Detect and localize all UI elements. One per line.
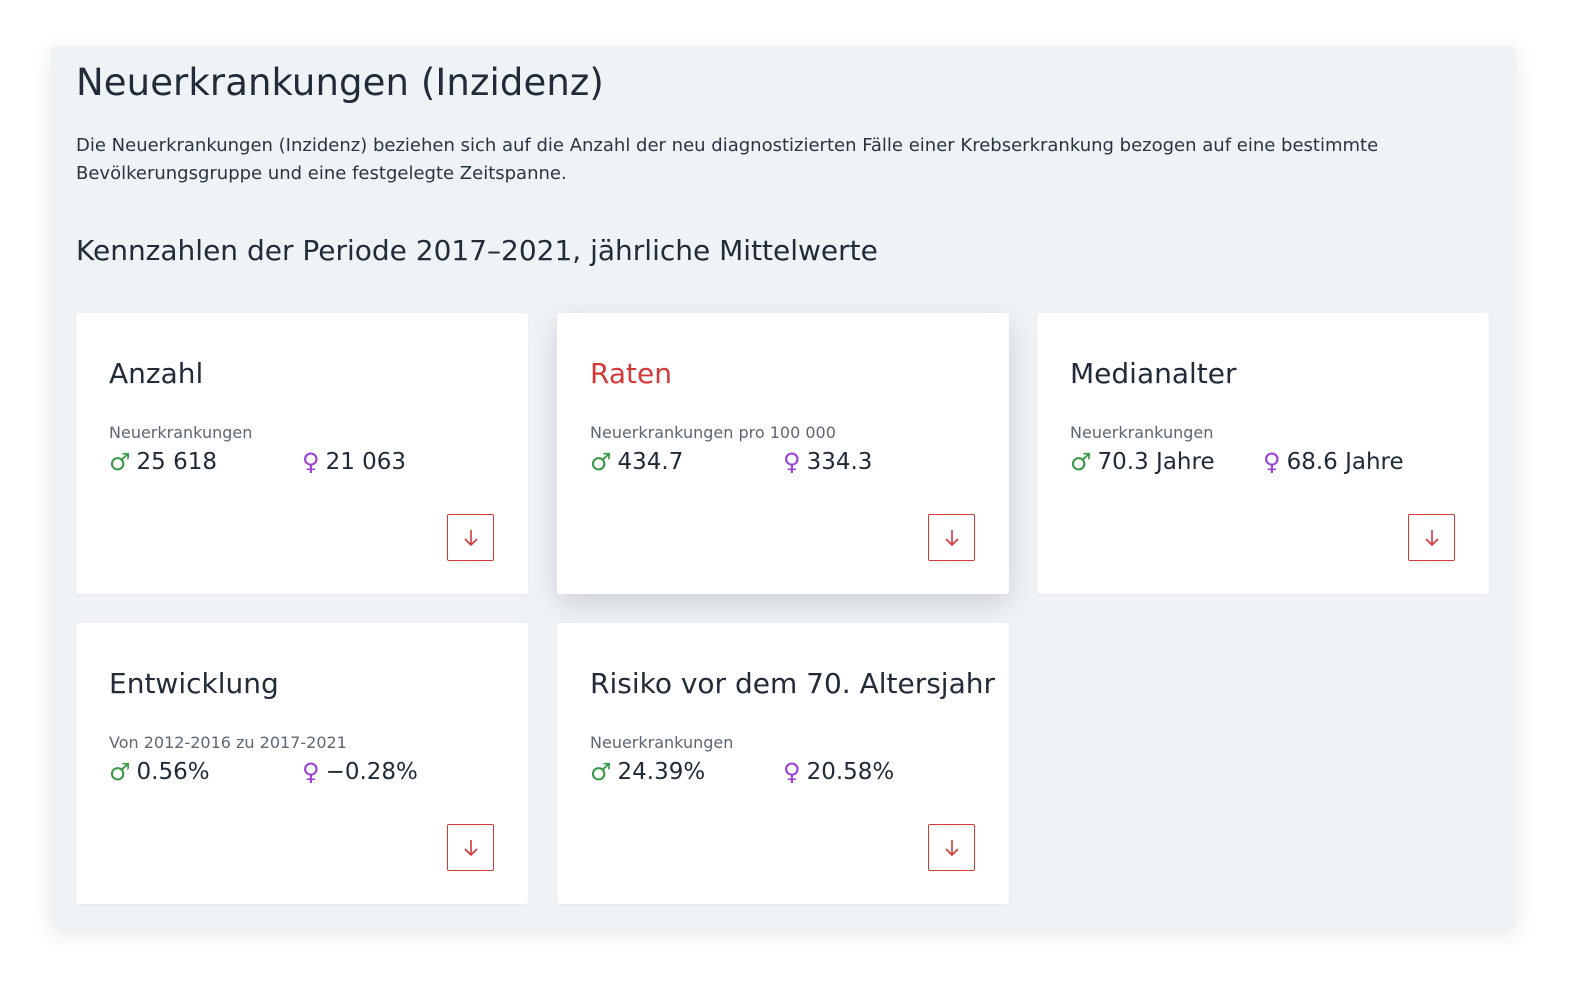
- download-button[interactable]: [447, 514, 494, 561]
- arrow-down-icon: [944, 839, 959, 856]
- female-value: −0.28%: [325, 759, 418, 785]
- card-title: Raten: [590, 357, 672, 390]
- download-button[interactable]: [928, 514, 975, 561]
- arrow-down-icon: [463, 529, 478, 546]
- arrow-down-icon: [1424, 529, 1439, 546]
- period-title: Kennzahlen der Periode 2017–2021, jährli…: [76, 234, 878, 267]
- male-icon: ♂: [1070, 448, 1092, 476]
- card-entwicklung[interactable]: Entwicklung Von 2012-2016 zu 2017-2021 ♂…: [76, 623, 528, 904]
- female-stat: ♀ 68.6 Jahre: [1263, 449, 1404, 475]
- card-title: Risiko vor dem 70. Altersjahr: [590, 667, 996, 700]
- male-value: 0.56%: [136, 759, 210, 785]
- male-stat: ♂ 0.56%: [109, 759, 210, 785]
- card-subtitle: Neuerkrankungen: [1070, 423, 1214, 442]
- arrow-down-icon: [944, 529, 959, 546]
- male-icon: ♂: [109, 448, 131, 476]
- female-icon: ♀: [783, 758, 801, 786]
- card-anzahl[interactable]: Anzahl Neuerkrankungen ♂ 25 618 ♀ 21 063: [76, 313, 528, 594]
- arrow-down-icon: [463, 839, 478, 856]
- download-button[interactable]: [928, 824, 975, 871]
- female-value: 68.6 Jahre: [1286, 449, 1404, 475]
- card-title: Anzahl: [109, 357, 204, 390]
- male-stat: ♂ 25 618: [109, 449, 217, 475]
- card-subtitle: Neuerkrankungen pro 100 000: [590, 423, 836, 442]
- section-description: Die Neuerkrankungen (Inzidenz) beziehen …: [76, 135, 1379, 184]
- female-stat: ♀ 21 063: [302, 449, 406, 475]
- female-stat: ♀ 334.3: [783, 449, 872, 475]
- male-icon: ♂: [590, 758, 612, 786]
- male-icon: ♂: [109, 758, 131, 786]
- female-icon: ♀: [783, 448, 801, 476]
- female-icon: ♀: [302, 448, 320, 476]
- download-button[interactable]: [447, 824, 494, 871]
- incidence-panel: Neuerkrankungen (Inzidenz) Die Neuerkran…: [51, 46, 1516, 928]
- female-value: 20.58%: [806, 759, 895, 785]
- male-value: 70.3 Jahre: [1097, 449, 1215, 475]
- card-risiko[interactable]: Risiko vor dem 70. Altersjahr Neuerkrank…: [557, 623, 1009, 904]
- male-icon: ♂: [590, 448, 612, 476]
- female-stat: ♀ 20.58%: [783, 759, 894, 785]
- female-value: 334.3: [806, 449, 873, 475]
- card-raten[interactable]: Raten Neuerkrankungen pro 100 000 ♂ 434.…: [557, 313, 1009, 594]
- card-title: Entwicklung: [109, 667, 279, 700]
- male-stat: ♂ 70.3 Jahre: [1070, 449, 1215, 475]
- male-stat: ♂ 434.7: [590, 449, 683, 475]
- download-button[interactable]: [1408, 514, 1455, 561]
- male-value: 434.7: [617, 449, 684, 475]
- page-title: Neuerkrankungen (Inzidenz): [76, 61, 604, 104]
- male-value: 24.39%: [617, 759, 706, 785]
- male-value: 25 618: [136, 449, 217, 475]
- female-value: 21 063: [325, 449, 407, 475]
- female-stat: ♀ −0.28%: [302, 759, 418, 785]
- card-subtitle: Neuerkrankungen: [109, 423, 253, 442]
- card-title: Medianalter: [1070, 357, 1237, 390]
- male-stat: ♂ 24.39%: [590, 759, 705, 785]
- female-icon: ♀: [1263, 448, 1281, 476]
- card-medianalter[interactable]: Medianalter Neuerkrankungen ♂ 70.3 Jahre…: [1037, 313, 1489, 594]
- female-icon: ♀: [302, 758, 320, 786]
- card-subtitle: Von 2012-2016 zu 2017-2021: [109, 733, 347, 752]
- card-subtitle: Neuerkrankungen: [590, 733, 734, 752]
